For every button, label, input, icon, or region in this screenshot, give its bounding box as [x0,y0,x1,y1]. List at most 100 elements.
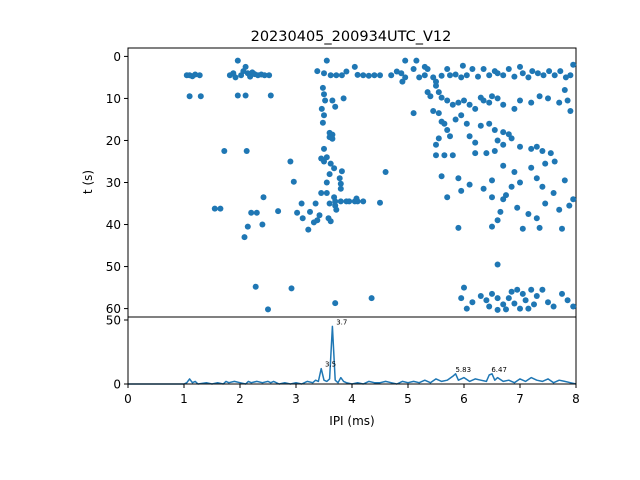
ipi-x-tick-label: 3 [292,392,300,406]
raster-point [331,165,338,172]
raster-point [517,63,523,70]
ipi-x-tick-label: 2 [236,392,244,406]
raster-point [433,141,439,148]
raster-point [449,152,456,159]
raster-point [337,198,344,205]
raster-point [321,91,327,98]
raster-point [192,71,199,78]
raster-point [533,175,540,182]
raster-point [556,206,563,213]
raster-point [511,105,518,112]
raster-point [564,297,571,304]
ipi-y-tick-label: 50 [106,314,121,328]
ipi-x-ticks: 0 1 2 3 4 5 6 7 8 [124,384,580,406]
ipi-y-ticks: 0 50 [106,314,128,392]
raster-point [329,97,336,104]
raster-point [337,185,344,192]
raster-point [519,225,526,232]
raster-point [500,101,507,108]
raster-point [259,221,266,228]
ipi-histogram: 3.5 3.7 5.83 6.47 0 1 2 3 4 5 6 7 8 0 50 IPI (ms) [106,314,580,429]
raster-point [323,190,330,196]
raster-point [413,57,420,64]
raster-point [463,120,470,127]
raster-point [433,82,439,89]
raster-point [243,148,250,154]
raster-point [545,299,551,306]
raster-y-tick-label: 60 [106,302,121,316]
raster-point [533,293,540,299]
ipi-x-label: IPI (ms) [329,414,374,428]
raster-point [444,194,451,201]
raster-point [459,62,466,69]
raster-point [561,87,568,93]
raster-point [463,305,470,312]
raster-point [480,66,487,72]
ipi-x-tick-label: 6 [460,392,468,406]
raster-point [332,198,339,205]
raster-point [480,97,487,104]
raster-point [472,139,479,146]
raster-point [435,89,442,96]
raster-point [522,297,529,304]
raster-point [360,198,367,205]
raster-point [489,223,495,230]
ipi-x-tick-label: 8 [572,392,580,406]
raster-point [489,93,495,100]
raster-point [234,92,241,99]
raster-point [323,57,330,64]
raster-point [211,205,218,212]
raster-point [472,150,479,157]
raster-point [298,200,305,207]
raster-point [314,217,321,224]
raster-point [566,202,573,209]
raster-point [519,70,526,77]
raster-point [500,301,507,308]
raster-point [517,97,523,104]
raster-y-tick-label: 0 [113,50,121,64]
raster-point [444,97,451,104]
raster-point [500,162,507,169]
raster-point [528,99,535,106]
raster-point [444,66,451,72]
ipi-peak-label: 3.7 [336,318,347,326]
raster-point [545,95,551,102]
raster-point [542,200,549,207]
raster-point [399,78,406,85]
raster-point [388,72,395,79]
raster-point [402,57,409,64]
raster-point [546,68,553,75]
raster-point [346,198,353,205]
raster-plot: 0 10 20 30 40 50 60 t (s) [81,47,577,318]
ipi-x-tick-label: 5 [404,392,412,406]
raster-point [336,175,343,182]
raster-point [343,68,350,75]
raster-plot-frame [127,47,577,318]
raster-point [323,154,330,161]
raster-point [197,93,204,100]
raster-point [365,72,372,79]
raster-point [438,173,445,180]
raster-point [433,78,439,85]
raster-point [500,129,507,136]
raster-point [368,295,375,302]
ipi-x-tick-label: 0 [124,392,132,406]
raster-point [354,71,361,78]
raster-point [244,223,251,230]
raster-point [567,72,574,79]
raster-point [480,185,487,192]
raster-point [466,181,473,188]
raster-point [517,179,523,186]
raster-point [196,72,203,79]
raster-point [321,70,327,77]
raster-point [458,112,465,119]
raster-point [294,209,301,216]
raster-point [477,293,484,299]
raster-point [494,295,501,302]
raster-point [469,66,476,72]
raster-point [505,295,512,302]
raster-point [536,93,543,100]
ipi-x-tick-label: 1 [180,392,188,406]
raster-point [435,110,442,117]
raster-point [477,122,484,129]
